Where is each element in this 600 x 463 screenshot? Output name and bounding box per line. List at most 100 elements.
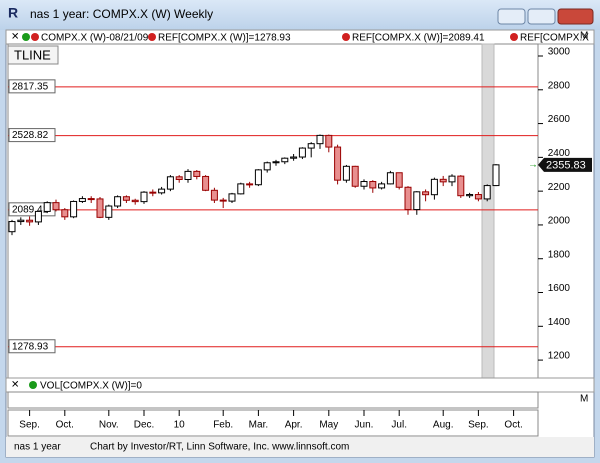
x-tick-label: Oct. xyxy=(504,420,522,431)
candle-body xyxy=(395,172,403,188)
candle-body xyxy=(325,134,333,148)
reference-label-box xyxy=(8,339,56,354)
y-tick-label: 3000 xyxy=(548,47,571,58)
candle-body xyxy=(307,143,315,149)
tool-label[interactable]: TLINE xyxy=(14,47,51,62)
y-tick-label: 2800 xyxy=(548,80,571,91)
candle-body xyxy=(219,199,227,202)
candle-body xyxy=(466,194,474,197)
candle-body xyxy=(263,162,271,171)
y-tick-label: 2600 xyxy=(548,114,571,125)
candle-body xyxy=(492,164,500,187)
plot-area xyxy=(7,43,539,379)
candle-body xyxy=(193,170,201,177)
volume-label: VOL[COMPX.X (W)]=0 xyxy=(40,381,142,392)
x-tick-label: Mar. xyxy=(249,420,268,431)
x-tick-label: 10 xyxy=(174,420,186,431)
candle-body xyxy=(316,134,324,145)
candle-body xyxy=(360,181,368,187)
candle-body xyxy=(272,161,280,164)
reference-label: 1278.93 xyxy=(12,341,49,352)
candle-body xyxy=(96,198,104,218)
y-tick-label: 1800 xyxy=(548,249,571,260)
candle-body xyxy=(351,165,359,187)
x-tick-label: Sep. xyxy=(468,420,489,431)
last-price-label: 2355.83 xyxy=(546,160,586,172)
candle-body xyxy=(70,200,78,218)
candle-body xyxy=(281,157,289,163)
candle-body xyxy=(237,183,245,195)
candle-body xyxy=(8,221,16,233)
candle-body xyxy=(246,183,254,186)
panel-button[interactable]: M xyxy=(580,394,588,405)
candle-body xyxy=(334,146,342,181)
status-dot xyxy=(342,33,350,41)
minimize-button[interactable] xyxy=(497,8,526,25)
candle-body xyxy=(158,188,166,194)
x-tick-label: Dec. xyxy=(134,420,155,431)
y-tick-label: 2200 xyxy=(548,182,571,193)
candle-body xyxy=(369,181,377,189)
x-tick-label: May xyxy=(319,420,338,431)
panel-button[interactable]: M xyxy=(580,31,588,42)
candle-body xyxy=(122,196,130,201)
candle-body xyxy=(202,175,210,191)
candle-body xyxy=(228,193,236,202)
y-tick-label: 1400 xyxy=(548,317,571,328)
x-tick-label: Oct. xyxy=(56,420,74,431)
candle-body xyxy=(87,198,95,201)
candle-body xyxy=(448,175,456,183)
candle-body xyxy=(166,176,174,190)
candle-body xyxy=(61,209,69,218)
candle-body xyxy=(149,191,157,194)
close-panel[interactable]: ✕ xyxy=(11,380,19,391)
candle-body xyxy=(17,219,25,223)
candle-body xyxy=(105,205,113,218)
y-tick-label: 2400 xyxy=(548,148,571,159)
x-tick-label: Jun. xyxy=(355,420,374,431)
candle-body xyxy=(131,199,139,203)
footer-left: nas 1 year xyxy=(14,442,61,453)
x-tick-label: Sep. xyxy=(19,420,40,431)
maximize-button[interactable] xyxy=(527,8,556,25)
header-item: REF[COMPX.X xyxy=(520,33,589,44)
candle-body xyxy=(404,186,412,211)
candle-body xyxy=(298,147,306,158)
tool-box[interactable] xyxy=(7,45,59,65)
volume-panel xyxy=(7,391,539,409)
candle-body xyxy=(378,183,386,189)
y-tick-label: 1200 xyxy=(548,351,571,362)
close-panel[interactable]: ✕ xyxy=(11,32,19,43)
candle-body xyxy=(26,219,34,223)
candle-body xyxy=(430,178,438,196)
reference-label: 2817.35 xyxy=(12,81,49,92)
candle-body xyxy=(342,165,350,181)
header-item: COMPX.X (W)-08/21/09 xyxy=(41,33,149,44)
reference-label-box xyxy=(8,79,56,94)
candle-body xyxy=(78,198,86,202)
status-dot xyxy=(510,33,518,41)
status-bar xyxy=(6,437,594,457)
x-tick-label: Apr. xyxy=(285,420,303,431)
candle-body xyxy=(413,191,421,211)
close-button[interactable] xyxy=(557,8,594,25)
candle-body xyxy=(52,202,60,211)
candle-body xyxy=(210,189,218,201)
candle-body xyxy=(34,210,42,223)
x-tick-label: Aug. xyxy=(433,420,454,431)
candle-body xyxy=(254,169,262,186)
y-tick-label: 2000 xyxy=(548,216,571,227)
status-dot xyxy=(31,33,39,41)
reference-label: 2089.41 xyxy=(12,204,49,215)
header-item: REF[COMPX.X (W)]=2089.41 xyxy=(352,33,485,44)
candle-body xyxy=(422,191,430,196)
date-axis xyxy=(7,409,539,437)
candle-body xyxy=(114,196,122,207)
candle-body xyxy=(175,176,183,180)
y-tick-label: 1600 xyxy=(548,283,571,294)
candle-body xyxy=(386,172,394,185)
app-icon: R xyxy=(8,5,18,21)
x-tick-label: Nov. xyxy=(99,420,119,431)
